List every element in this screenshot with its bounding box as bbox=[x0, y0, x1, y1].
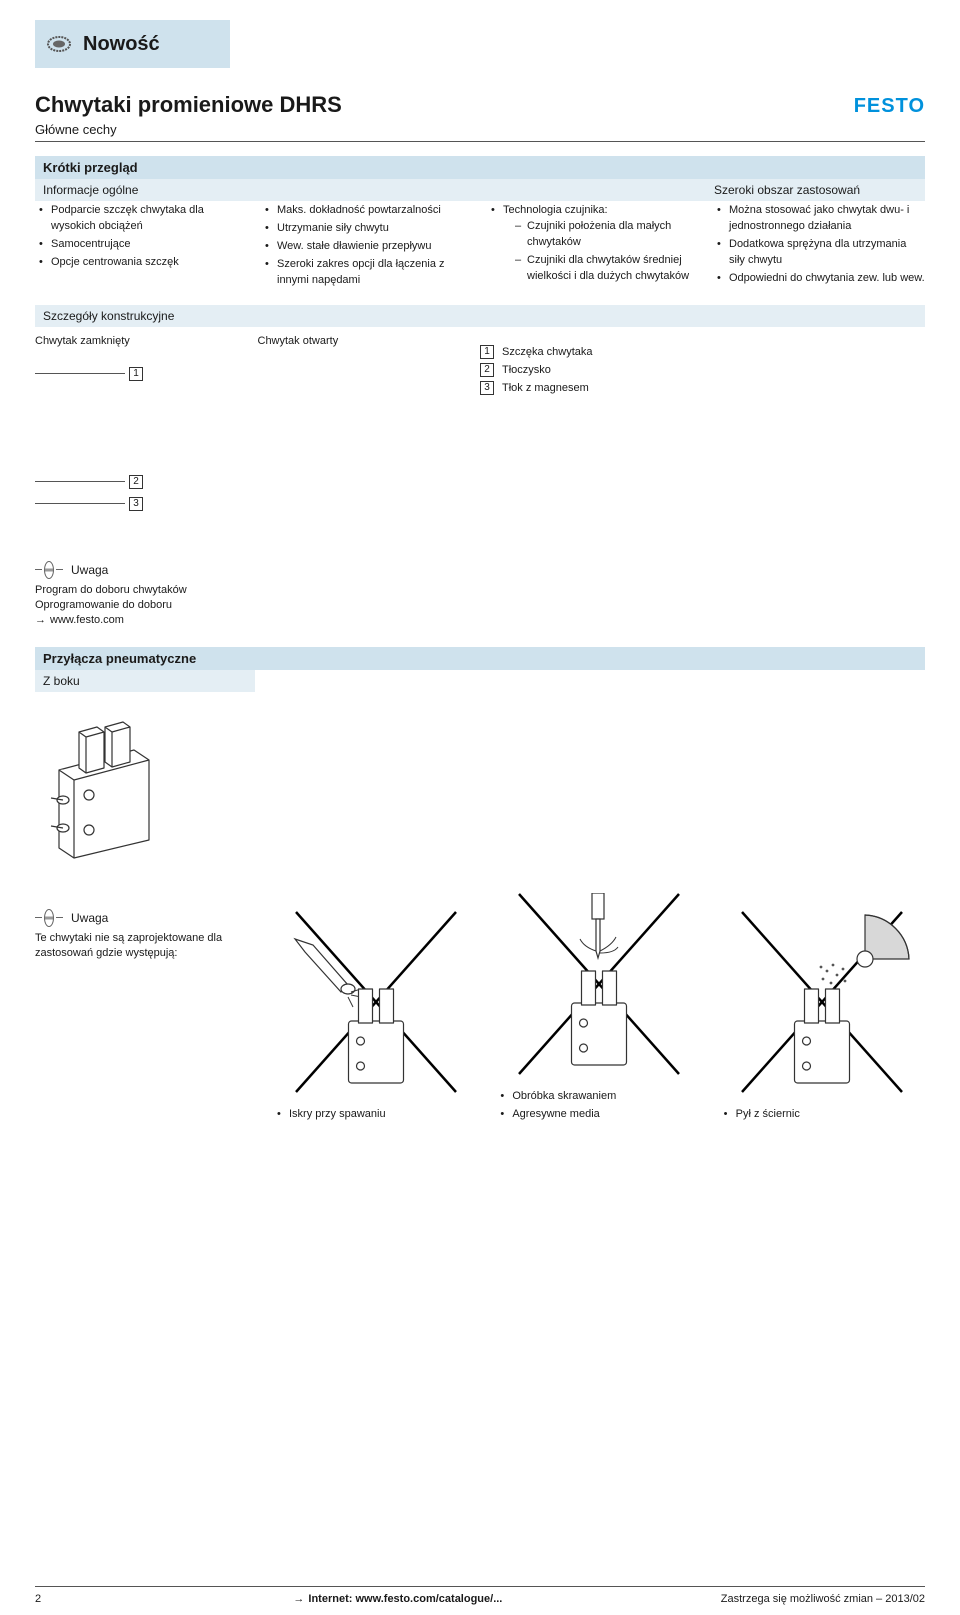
footer-revision: Zastrzega się możliwość zmian – 2013/02 bbox=[721, 1593, 925, 1605]
overview-header: Krótki przegląd bbox=[35, 156, 925, 179]
footer: 2 Internet: www.festo.com/catalogue/... … bbox=[35, 1586, 925, 1605]
title-row: Chwytaki promieniowe DHRS FESTO bbox=[35, 92, 925, 118]
note-row: Uwaga bbox=[35, 561, 925, 579]
new-badge-text: Nowość bbox=[83, 33, 160, 56]
col3: Technologia czujnika: Czujniki położenia… bbox=[487, 203, 699, 291]
note-body: Te chwytaki nie są zaprojektowane dla za… bbox=[35, 931, 255, 962]
callout-legend: 1Szczęka chwytaka 2Tłoczysko 3Tłok z mag… bbox=[480, 335, 703, 395]
crossed-diagram-spark bbox=[291, 907, 461, 1097]
note-title: Uwaga bbox=[71, 911, 108, 925]
callout-text: Tłoczysko bbox=[502, 364, 551, 376]
unsuitable-row: Uwaga Te chwytaki nie są zaprojektowane … bbox=[35, 889, 925, 1125]
crossed-diagram-dust bbox=[737, 907, 907, 1097]
new-badge: Nowość bbox=[35, 20, 230, 68]
bullet: Dodatkowa sprężyna dla utrzymania siły c… bbox=[717, 237, 925, 269]
note-icon bbox=[35, 561, 63, 579]
construction-section: Szczegóły konstrukcyjne Chwytak zamknięt… bbox=[35, 305, 925, 511]
open-label: Chwytak otwarty bbox=[258, 335, 481, 347]
bullet: Wew. stałe dławienie przepływu bbox=[265, 239, 473, 255]
callout-text: Szczęka chwytaka bbox=[502, 346, 592, 358]
col4: Można stosować jako chwytak dwu- i jedno… bbox=[713, 203, 925, 291]
pneumatic-header: Przyłącza pneumatyczne bbox=[35, 647, 925, 670]
col1: Podparcie szczęk chwytaka dla wysokich o… bbox=[35, 203, 247, 291]
side-label: Z boku bbox=[35, 670, 255, 692]
gripper-icon bbox=[333, 981, 418, 1091]
gripper-icon bbox=[556, 963, 641, 1073]
note-icon bbox=[35, 909, 63, 927]
bullet: Maks. dokładność powtarzalności bbox=[265, 203, 473, 219]
gripper-icon bbox=[780, 981, 865, 1091]
closed-callout-area: 1 bbox=[35, 355, 258, 445]
gripper-side-illustration bbox=[39, 710, 169, 860]
footer-link[interactable]: Internet: www.festo.com/catalogue/... bbox=[75, 1593, 721, 1605]
bullet: Odpowiedni do chwytania zew. lub wew. bbox=[717, 271, 925, 287]
brand-logo: FESTO bbox=[854, 95, 925, 118]
callout-3: 3 bbox=[129, 497, 143, 511]
bullet: Podparcie szczęk chwytaka dla wysokich o… bbox=[39, 203, 247, 235]
page-title: Chwytaki promieniowe DHRS bbox=[35, 92, 342, 118]
page-number: 2 bbox=[35, 1593, 75, 1605]
note-link[interactable]: www.festo.com bbox=[35, 613, 255, 628]
bullet: Szeroki zakres opcji dla łączenia z inny… bbox=[265, 257, 473, 289]
new-icon bbox=[45, 30, 73, 58]
bullet: Samocentrujące bbox=[39, 237, 247, 253]
diagram-label: Obróbka skrawaniem bbox=[500, 1089, 701, 1105]
crossed-diagram-machining bbox=[514, 889, 684, 1079]
general-info-header: Informacje ogólne bbox=[35, 179, 706, 201]
callout-2: 2 bbox=[129, 475, 143, 489]
construction-header: Szczegóły konstrukcyjne bbox=[35, 305, 925, 327]
sub-bullet: Czujniki położenia dla małych chwytaków bbox=[515, 219, 699, 251]
note-line: Oprogramowanie do doboru bbox=[35, 598, 255, 613]
col2: Maks. dokładność powtarzalności Utrzyman… bbox=[261, 203, 473, 291]
note-title: Uwaga bbox=[71, 563, 108, 577]
bullet: Opcje centrowania szczęk bbox=[39, 255, 247, 271]
app-range-header: Szeroki obszar zastosowań bbox=[706, 179, 925, 201]
bullet-label: Technologia czujnika: bbox=[503, 204, 608, 216]
bullet: Technologia czujnika: Czujniki położenia… bbox=[491, 203, 699, 285]
overview-content: Podparcie szczęk chwytaka dla wysokich o… bbox=[35, 203, 925, 291]
sub-bullet: Czujniki dla chwytaków średniej wielkośc… bbox=[515, 253, 699, 285]
divider bbox=[35, 141, 925, 142]
diagram-label: Pył z ściernic bbox=[724, 1107, 925, 1123]
closed-label: Chwytak zamknięty bbox=[35, 335, 258, 347]
diagram-label: Iskry przy spawaniu bbox=[277, 1107, 478, 1123]
diagram-label: Agresywne media bbox=[500, 1107, 701, 1123]
bullet: Utrzymanie siły chwytu bbox=[265, 221, 473, 237]
callout-text: Tłok z magnesem bbox=[502, 382, 589, 394]
lower-callouts: 2 3 bbox=[35, 475, 925, 511]
note-body: Program do doboru chwytaków Oprogramowan… bbox=[35, 583, 255, 629]
page-subtitle: Główne cechy bbox=[35, 122, 925, 137]
callout-1: 1 bbox=[129, 367, 143, 381]
note-line: Program do doboru chwytaków bbox=[35, 583, 255, 598]
note-row: Uwaga bbox=[35, 909, 255, 927]
bullet: Można stosować jako chwytak dwu- i jedno… bbox=[717, 203, 925, 235]
